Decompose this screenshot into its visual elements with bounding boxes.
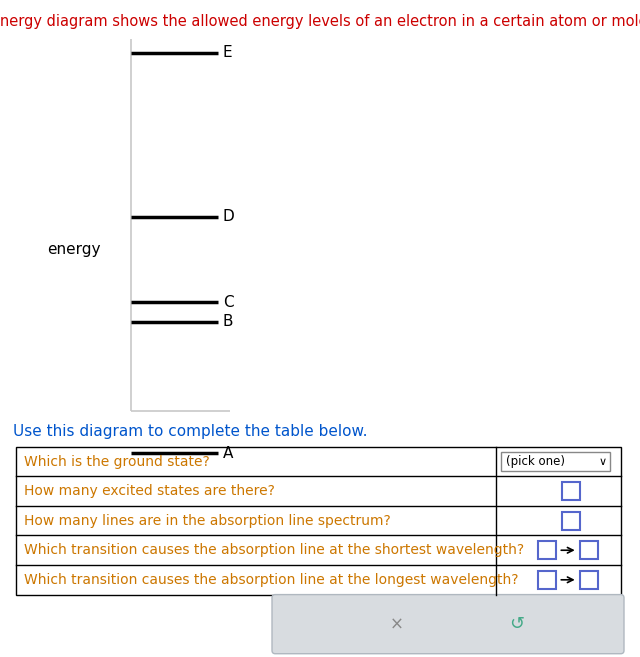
Text: Use this diagram to complete the table below.: Use this diagram to complete the table b… (13, 424, 367, 439)
Text: A: A (223, 446, 233, 461)
Text: ∨: ∨ (598, 457, 606, 466)
Text: Which is the ground state?: Which is the ground state? (24, 455, 209, 468)
Text: Which transition causes the absorption line at the longest wavelength?: Which transition causes the absorption l… (24, 573, 518, 587)
Text: C: C (223, 295, 234, 309)
Bar (16, 447, 621, 595)
Text: Which transition causes the absorption line at the shortest wavelength?: Which transition causes the absorption l… (24, 543, 524, 557)
Bar (563, 512, 580, 530)
Bar (501, 453, 610, 470)
Text: (pick one): (pick one) (506, 455, 564, 468)
Text: energy: energy (47, 242, 100, 257)
Text: B: B (223, 315, 233, 329)
Bar (563, 482, 580, 500)
Text: D: D (223, 210, 234, 224)
Text: ↺: ↺ (509, 615, 525, 633)
Bar (580, 541, 598, 559)
Bar (538, 541, 556, 559)
Text: ×: × (389, 615, 403, 633)
FancyBboxPatch shape (272, 595, 624, 654)
Text: E: E (223, 45, 232, 60)
Text: How many excited states are there?: How many excited states are there? (24, 484, 275, 498)
Bar (538, 571, 556, 589)
Text: How many lines are in the absorption line spectrum?: How many lines are in the absorption lin… (24, 514, 390, 528)
Text: This energy diagram shows the allowed energy levels of an electron in a certain : This energy diagram shows the allowed en… (0, 14, 640, 30)
Bar (580, 571, 598, 589)
